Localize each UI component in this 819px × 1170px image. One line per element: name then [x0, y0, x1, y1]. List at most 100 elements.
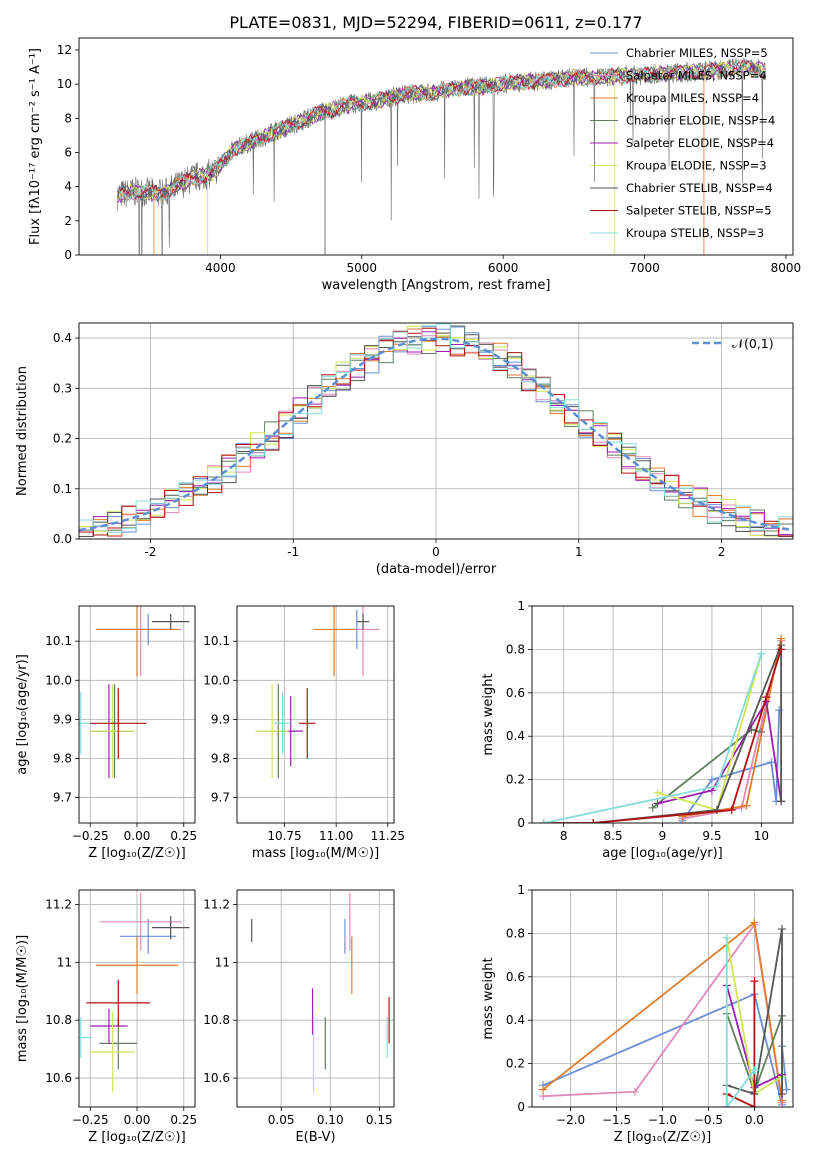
x-tick-label: 0.25: [170, 1113, 197, 1127]
mass-weight-marker: [630, 1087, 639, 1096]
y-tick-label: 10.8: [45, 1013, 72, 1027]
x-tick-label: -2: [144, 545, 156, 559]
x-axis-label: Z [log₁₀(Z/Z☉)]: [614, 1130, 711, 1145]
x-axis-label: age [log₁₀(age/yr)]: [602, 846, 723, 861]
y-tick-label: 0.3: [53, 381, 72, 395]
x-axis-label: wavelength [Angstrom, rest frame]: [322, 278, 551, 293]
data-point-errorbar: [90, 688, 147, 759]
x-axis-label: mass [log₁₀(M/M☉)]: [252, 846, 379, 861]
x-tick-label: 5000: [346, 261, 377, 275]
y-axis-label: mass weight: [481, 673, 496, 755]
x-tick-label: 4000: [205, 261, 236, 275]
y-axis-label: mass [log₁₀(M/M☉)]: [15, 935, 30, 1062]
model-spectrum-line: [116, 59, 766, 203]
mass_vs_Z-plot-area: [79, 892, 190, 1093]
legend-label: Chabrier ELODIE, NSSP=4: [626, 114, 775, 128]
figure-title: PLATE=0831, MJD=52294, FIBERID=0611, z=0…: [229, 13, 642, 32]
x-tick-label: −1.0: [648, 1113, 677, 1127]
mass_weight_vs_age-frame: [531, 605, 794, 824]
y-tick-label: 9.9: [211, 712, 230, 726]
data-point-errorbar: [90, 1011, 136, 1093]
x-tick-label: 9.5: [702, 829, 721, 843]
y-tick-label: 0: [517, 816, 525, 830]
x-tick-label: 10: [754, 829, 769, 843]
mass-weight-marker: [777, 925, 786, 934]
y-tick-label: 10.1: [203, 634, 230, 648]
y-tick-label: 10: [57, 77, 72, 91]
mass-weight-marker: [782, 1085, 791, 1094]
mass_weight_vs_Z-panel: −2.0 −1.5 −1.0 −0.5 0.0 0 0.2 0.4 0.6 0.8 1 Z [log₁…: [481, 883, 794, 1145]
y-tick-label: 1: [517, 883, 525, 897]
x-tick-label: 0.0: [745, 1113, 764, 1127]
x-tick-label: 10.75: [267, 829, 301, 843]
x-tick-label: 0.05: [268, 1113, 295, 1127]
legend-label: Kroupa ELODIE, NSSP=3: [626, 159, 767, 173]
age_vs_Z-panel: −0.25 0.00 0.25 9.7 9.8 9.9 10.0 10.1 Z [log₁₀(Z…: [15, 605, 197, 861]
y-tick-label: 10.8: [203, 1013, 230, 1027]
mass_vs_ebv-panel: 0.05 0.10 0.15 10.6 10.8 11 11.2 E(B-V): [203, 889, 395, 1145]
mass-weight-marker: [589, 819, 598, 823]
x-tick-label: 0.10: [317, 1113, 344, 1127]
y-tick-label: 4: [64, 180, 72, 194]
mass-weight-marker: [653, 799, 662, 808]
mass-weight-series-line: [657, 698, 782, 805]
mass_weight_vs_Z-frame: [531, 889, 794, 1108]
x-tick-label: 1: [575, 545, 583, 559]
mass_weight_vs_Z-plot-area: [539, 918, 791, 1107]
y-tick-label: 0.4: [506, 1013, 525, 1027]
legend-label: 𝒩(0,1): [732, 336, 774, 351]
normal-distribution-curve: [79, 337, 793, 532]
x-tick-label: 0.00: [124, 829, 151, 843]
y-tick-label: 10.0: [45, 673, 72, 687]
legend-label: Kroupa MILES, NSSP=4: [626, 91, 759, 105]
x-axis-label: Z [log₁₀(Z/Z☉)]: [88, 1130, 185, 1145]
data-point-errorbar: [79, 1017, 93, 1058]
x-tick-label: 8.5: [604, 829, 623, 843]
mass-weight-marker: [539, 819, 548, 823]
y-tick-label: 9.7: [53, 791, 72, 805]
y-tick-label: 0.6: [506, 686, 525, 700]
x-tick-label: 8: [560, 829, 568, 843]
spectrum-panel: 4000 5000 6000 7000 8000 0 2 4 6 8 10 12 wavelength …: [28, 37, 801, 293]
mass-weight-marker: [750, 1066, 759, 1075]
y-tick-label: 9.8: [53, 751, 72, 765]
mass-weight-marker: [539, 1085, 548, 1094]
y-tick-label: 12: [57, 43, 72, 57]
legend-label: Salpeter MILES, NSSP=4: [626, 69, 767, 83]
mass-weight-marker: [707, 775, 716, 784]
y-tick-label: 11: [215, 955, 230, 969]
mass-weight-marker: [712, 782, 721, 791]
y-tick-label: 0.4: [506, 729, 525, 743]
x-tick-label: 0: [432, 545, 440, 559]
x-tick-label: 0.00: [124, 1113, 151, 1127]
mass-weight-marker: [712, 805, 721, 814]
y-axis-label: mass weight: [481, 957, 496, 1039]
data-point-errorbar: [90, 1008, 128, 1044]
x-axis-label: (data-model)/error: [376, 562, 497, 577]
mass-weight-marker: [767, 758, 776, 767]
x-tick-label: −0.25: [72, 1113, 109, 1127]
x-tick-label: 11.00: [319, 829, 353, 843]
data-point-errorbar: [90, 684, 136, 779]
data-point-errorbar: [79, 692, 91, 755]
y-tick-label: 0.6: [506, 970, 525, 984]
data-point-errorbar: [86, 979, 151, 1026]
mass-weight-marker: [777, 1089, 786, 1098]
legend-label: Chabrier MILES, NSSP=5: [626, 46, 768, 60]
data-point-errorbar: [151, 916, 190, 940]
residual-histogram-step: [79, 323, 793, 533]
y-tick-label: 9.9: [53, 712, 72, 726]
x-axis-label: Z [log₁₀(Z/Z☉)]: [88, 846, 185, 861]
spectrum-frame: [78, 37, 794, 256]
y-tick-label: 11.2: [203, 897, 230, 911]
data-point-errorbar: [95, 606, 179, 677]
mass-weight-marker: [750, 977, 759, 986]
mass-weight-marker: [777, 645, 786, 654]
data-point-errorbar: [255, 684, 289, 779]
model-spectrum-line: [116, 60, 766, 200]
y-tick-label: 0.2: [53, 432, 72, 446]
y-tick-label: 1: [517, 599, 525, 613]
x-tick-label: −0.25: [72, 829, 109, 843]
model-spectrum-line: [117, 61, 766, 201]
